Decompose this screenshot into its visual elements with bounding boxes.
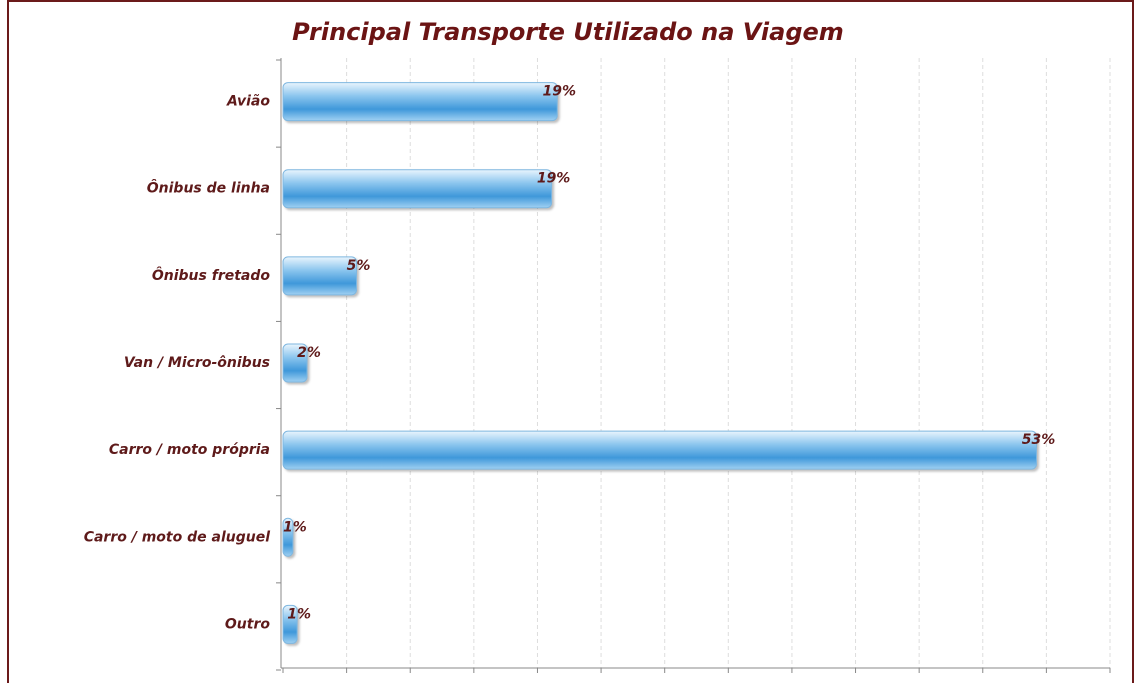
- y-tick-label: Carro / moto de aluguel: [84, 529, 270, 545]
- value-label: 5%: [347, 258, 371, 274]
- bar: [282, 517, 294, 557]
- value-label: 1%: [283, 519, 307, 535]
- y-tick-label: Ônibus de linha: [147, 179, 270, 197]
- value-label: 19%: [542, 84, 576, 100]
- value-label: 2%: [297, 345, 321, 361]
- bar: [282, 430, 1037, 470]
- y-tick-label: Carro / moto própria: [109, 442, 270, 458]
- y-tick-label: Avião: [226, 94, 270, 110]
- bar: [282, 169, 553, 209]
- y-tick-label: Ônibus fretado: [152, 266, 271, 284]
- y-tick-label: Outro: [225, 616, 270, 632]
- y-tick-label: Van / Micro-ônibus: [124, 355, 270, 371]
- grid: [276, 58, 1111, 673]
- frame: [7, 0, 1134, 687]
- value-label: 1%: [287, 606, 311, 622]
- value-label: 19%: [537, 171, 571, 187]
- bar: [282, 256, 358, 296]
- value-label: 53%: [1022, 432, 1056, 448]
- marks: 19% 19% 5% 2% 53% 1% 1%: [282, 82, 1056, 644]
- chart-title: Principal Transporte Utilizado na Viagem: [292, 18, 844, 46]
- bar: [282, 82, 558, 122]
- bar: [282, 343, 308, 383]
- bar: [282, 604, 298, 644]
